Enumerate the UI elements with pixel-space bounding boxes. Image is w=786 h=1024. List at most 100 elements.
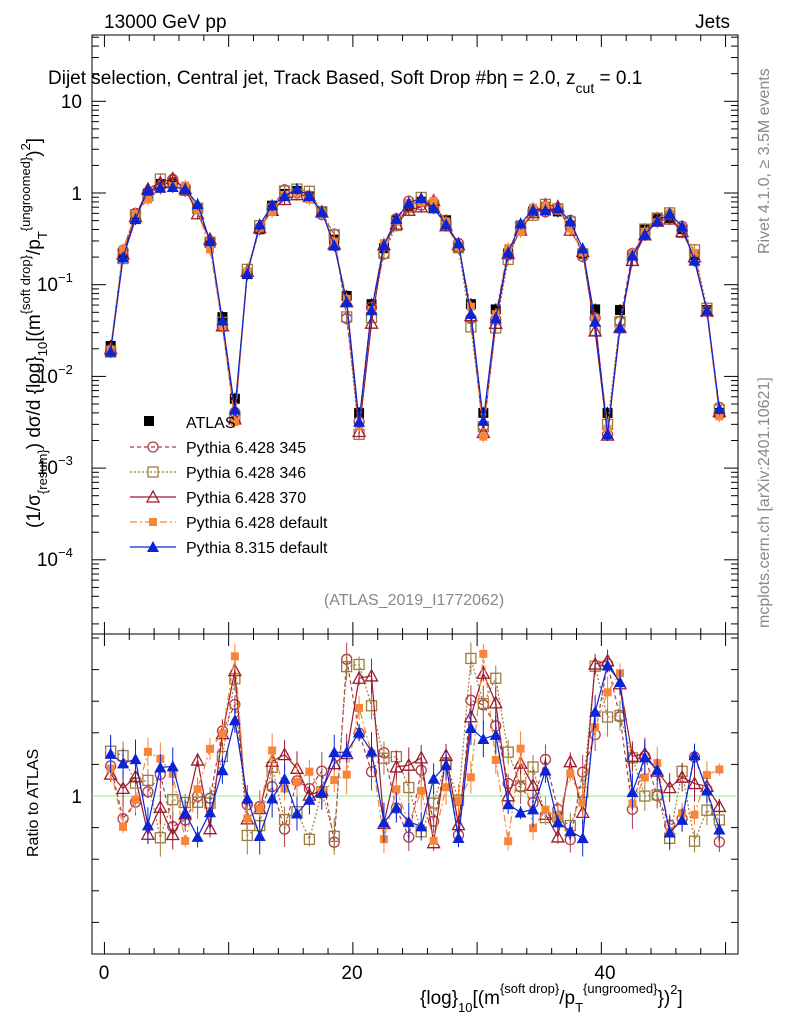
ratio-point-p370 — [202, 821, 218, 835]
main-series — [103, 171, 727, 443]
point-p6def — [516, 228, 525, 237]
ratio-point-p370 — [115, 781, 131, 795]
point-p8def — [477, 414, 490, 426]
ratio-point-p370 — [675, 769, 690, 783]
point-p8def — [154, 181, 167, 193]
ratio-point-p370 — [352, 670, 367, 684]
legend-346: Pythia 6.428 346 — [186, 465, 306, 482]
ratio-point-p8def — [117, 757, 130, 769]
ratio-point-p6def — [243, 814, 252, 823]
ratio-point-p8def — [216, 764, 229, 776]
ratio-point-p8def — [502, 798, 515, 810]
point-p8def — [415, 192, 428, 204]
energy-label: 13000 GeV pp — [104, 12, 227, 33]
panel-title-cut: cut — [576, 80, 595, 96]
point-p8def — [427, 202, 440, 214]
ratio-point-p346 — [278, 813, 291, 826]
ratio-point-p6def — [131, 795, 140, 804]
legend-marker-346 — [147, 466, 159, 478]
point-p370 — [401, 202, 416, 216]
ratio-point-p370 — [476, 665, 491, 679]
point-p8def — [365, 304, 378, 316]
point-p370 — [588, 323, 603, 337]
point-p6def — [429, 196, 438, 205]
ratio-point-p8def — [427, 772, 440, 784]
point-p8def — [390, 212, 403, 224]
point-p8def — [564, 215, 577, 227]
ratio-point-p8def — [601, 659, 614, 671]
ratio-point-p6def — [640, 773, 649, 782]
ratio-point-p8def — [527, 803, 540, 815]
point-p8def — [204, 235, 217, 247]
xlabel: {log}10[(m{soft drop}/pT{ungroomed}})2] — [420, 981, 683, 1015]
ratio-point-p370 — [389, 759, 404, 773]
legend-370: Pythia 6.428 370 — [186, 490, 306, 507]
point-p8def — [626, 249, 639, 261]
ratio-point-p345 — [427, 815, 440, 827]
series-line-p6def — [110, 184, 720, 437]
point-p8def — [688, 254, 701, 266]
ratio-line-p346 — [110, 658, 720, 844]
ratio-point-p6def — [690, 810, 699, 819]
point-p8def — [340, 295, 353, 307]
point-p6def — [566, 224, 575, 233]
panel-title-eta: η = 2.0, z — [497, 68, 576, 89]
ratio-ytick-1: 1 — [71, 787, 82, 808]
point-p8def — [676, 220, 689, 232]
xtick-0: 0 — [99, 963, 110, 984]
legend-p6def: Pythia 6.428 default — [186, 515, 328, 532]
point-p6def — [119, 245, 128, 254]
ratio-point-p8def — [129, 753, 142, 765]
ratio-point-p370 — [364, 668, 379, 682]
ratio-point-p6def — [218, 729, 227, 738]
legend-marker-atlas — [144, 416, 154, 426]
ratio-point-p6def — [255, 804, 264, 813]
ratio-point-p6def — [119, 822, 128, 831]
ratio-point-p346 — [328, 830, 340, 843]
ratio-point-p8def — [713, 823, 726, 835]
point-p8def — [613, 321, 626, 333]
ratio-point-p8def — [638, 751, 651, 763]
xtick-20: 20 — [341, 963, 362, 984]
point-p8def — [638, 228, 651, 240]
ratio-point-p8def — [589, 705, 602, 717]
point-p8def — [328, 239, 341, 251]
legend: ATLAS Pythia 6.428 345 Pythia 6.428 346 … — [130, 415, 328, 557]
ytick-10e-2-exp: −2 — [58, 362, 73, 377]
legend-marker-p6def — [149, 518, 157, 526]
point-p6def — [690, 248, 699, 257]
ratio-point-p346 — [502, 746, 514, 758]
ratio-point-p6def — [566, 769, 575, 778]
ratio-ylabel: Ratio to ATLAS — [25, 749, 42, 857]
point-p8def — [241, 267, 254, 279]
ratio-point-p370 — [550, 829, 565, 843]
legend-p8def: Pythia 8.315 default — [186, 540, 328, 557]
ratio-point-p370 — [488, 695, 503, 709]
ratio-point-p346 — [701, 804, 713, 816]
ratio-point-p8def — [402, 815, 415, 827]
legend-marker-370 — [145, 489, 161, 503]
ratio-point-p8def — [663, 826, 676, 838]
point-p8def — [141, 183, 154, 195]
panel-title-main: Dijet selection, Central jet, Track Base… — [48, 68, 497, 89]
ratio-point-p8def — [539, 764, 552, 776]
point-p8def — [179, 182, 192, 194]
ratio-point-p6def — [193, 785, 202, 794]
ratio-point-p8def — [651, 763, 664, 775]
ratio-point-p370 — [513, 755, 528, 769]
jets-label: Jets — [695, 12, 730, 33]
point-atlas — [229, 393, 240, 404]
ytick-10e-4-exp: −4 — [58, 545, 73, 560]
ratio-point-p8def — [141, 819, 154, 831]
ytick-10e-3: 10 — [37, 458, 58, 479]
point-p8def — [651, 215, 664, 227]
ratio-point-p346 — [341, 661, 353, 673]
ratio-point-p8def — [104, 747, 117, 759]
ratio-point-p8def — [377, 816, 390, 828]
point-p8def — [253, 218, 266, 230]
ratio-point-p6def — [417, 786, 426, 795]
point-p8def — [452, 237, 465, 249]
point-p8def — [228, 403, 241, 415]
ratio-point-p346 — [639, 790, 651, 802]
ratio-point-p8def — [477, 732, 490, 744]
